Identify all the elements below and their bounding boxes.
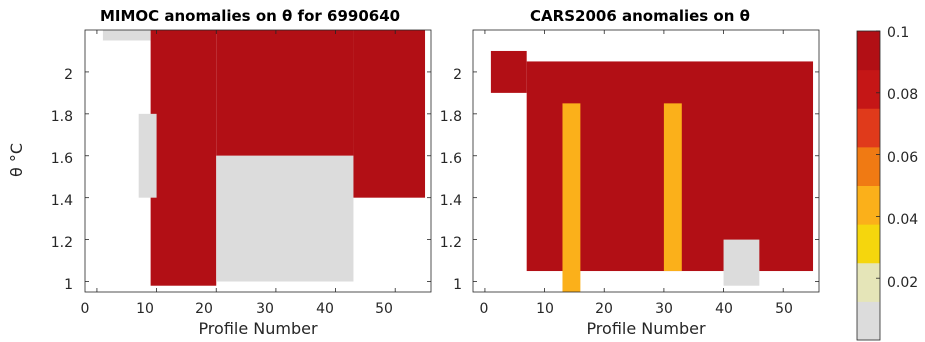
colorbar-tick-0-02: 0.02 — [887, 275, 918, 291]
cars2006-xtick-10: 10 — [536, 301, 554, 317]
mimoc-xtick-30: 30 — [256, 301, 274, 317]
colorbar-swatch-7 — [857, 31, 880, 71]
cars2006-ytick-1-6: 1.6 — [440, 151, 462, 167]
mimoc-xtick-40: 40 — [316, 301, 334, 317]
colorbar-swatches — [857, 31, 880, 341]
cars2006-ytick-2: 2 — [453, 67, 462, 83]
colorbar-box — [856, 30, 881, 341]
mimoc-tick-marks — [85, 30, 431, 292]
cars2006-region-2 — [562, 103, 581, 292]
mimoc-region-5 — [138, 113, 157, 198]
cars2006-xtick-50: 50 — [775, 301, 793, 317]
cars2006-ytick-1: 1 — [453, 277, 462, 293]
cars2006-tick-marks — [473, 30, 819, 292]
mimoc-xtick-50: 50 — [375, 301, 393, 317]
mimoc-region-0 — [102, 30, 151, 41]
cars2006-xtick-0: 0 — [480, 301, 489, 317]
mimoc-region-3 — [216, 155, 354, 282]
mimoc-region-1 — [150, 30, 217, 286]
mimoc-panel: MIMOC anomalies on θ for 6990640 0 10 20… — [7, 7, 432, 338]
colorbar-swatch-0 — [857, 301, 880, 341]
colorbar-tick-0-06: 0.06 — [887, 150, 918, 166]
mimoc-xtick-20: 20 — [195, 301, 213, 317]
mimoc-region-4 — [353, 30, 426, 198]
mimoc-xtick-0: 0 — [81, 301, 90, 317]
mimoc-title: MIMOC anomalies on θ for 6990640 — [100, 7, 400, 25]
cars2006-ytick-1-4: 1.4 — [440, 193, 462, 209]
colorbar-swatch-3 — [857, 185, 880, 225]
mimoc-ytick-1-4: 1.4 — [51, 193, 73, 209]
mimoc-xtick-10: 10 — [136, 301, 154, 317]
mimoc-ytick-1-2: 1.2 — [51, 235, 73, 251]
mimoc-axes-box — [84, 29, 432, 293]
colorbar-tick-0-04: 0.04 — [887, 212, 918, 228]
mimoc-ytick-2: 2 — [64, 67, 73, 83]
colorbar-tick-marks — [876, 30, 880, 279]
colorbar: 0.1 0.08 0.06 0.04 0.02 — [856, 25, 918, 341]
cars2006-title: CARS2006 anomalies on θ — [530, 7, 750, 25]
cars2006-region-4 — [723, 239, 760, 286]
cars2006-ytick-1-8: 1.8 — [440, 109, 462, 125]
colorbar-swatch-4 — [857, 146, 880, 186]
cars2006-xtick-40: 40 — [715, 301, 733, 317]
cars2006-heatmap-cells — [490, 50, 814, 292]
cars2006-region-0 — [490, 50, 527, 93]
cars2006-xlabel: Profile Number — [586, 319, 706, 338]
colorbar-swatch-6 — [857, 69, 880, 109]
cars2006-region-3 — [663, 103, 682, 272]
colorbar-swatch-2 — [857, 224, 880, 264]
cars2006-xtick-20: 20 — [595, 301, 613, 317]
colorbar-tick-0-1: 0.1 — [887, 25, 909, 41]
mimoc-ytick-1-8: 1.8 — [51, 109, 73, 125]
mimoc-ytick-1: 1 — [64, 277, 73, 293]
mimoc-ylabel: θ °C — [7, 143, 26, 177]
colorbar-tick-0-08: 0.08 — [887, 87, 918, 103]
mimoc-region-2 — [216, 30, 354, 156]
cars2006-axes-box — [472, 29, 820, 293]
mimoc-heatmap-cells — [102, 30, 426, 286]
mimoc-ytick-1-6: 1.6 — [51, 151, 73, 167]
cars2006-xtick-30: 30 — [655, 301, 673, 317]
cars2006-ytick-1-2: 1.2 — [440, 235, 462, 251]
colorbar-swatch-5 — [857, 108, 880, 148]
cars2006-panel: CARS2006 anomalies on θ 0 10 20 30 40 50… — [440, 7, 820, 338]
colorbar-swatch-1 — [857, 262, 880, 302]
mimoc-xlabel: Profile Number — [198, 319, 318, 338]
